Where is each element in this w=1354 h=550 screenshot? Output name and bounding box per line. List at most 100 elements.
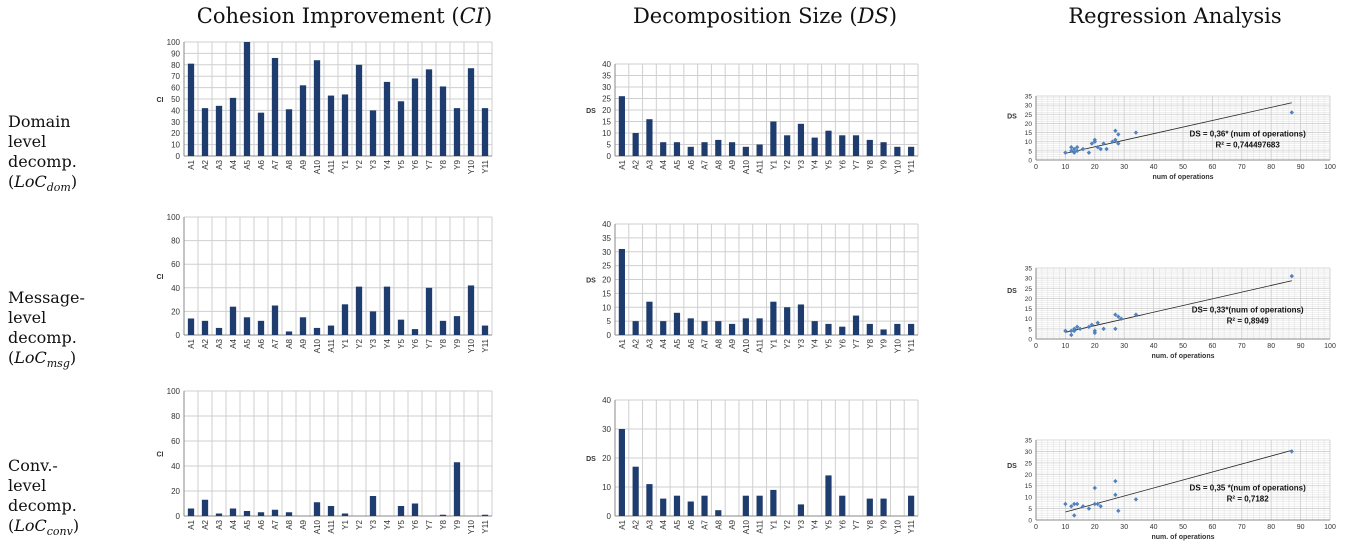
x-tick-label: A10	[313, 338, 322, 353]
y-tick-label: 5	[607, 317, 612, 326]
y-tick-label: 15	[1025, 483, 1033, 490]
x-tick-label: Y11	[907, 159, 916, 173]
y-tick-label: 100	[167, 387, 181, 396]
x-tick-label: Y6	[411, 338, 420, 348]
bar	[852, 315, 860, 335]
x-tick-label: A6	[687, 159, 696, 169]
x-tick-label: Y1	[341, 159, 350, 169]
bar	[770, 489, 777, 516]
bar	[243, 317, 251, 335]
data-point	[1089, 322, 1095, 327]
bar	[257, 320, 265, 335]
x-tick-label: A5	[243, 159, 252, 169]
bar	[411, 503, 419, 516]
loc-base: LoC	[14, 516, 47, 535]
bar	[701, 495, 708, 516]
bar	[715, 510, 722, 516]
y-tick-label: 60	[171, 84, 180, 93]
x-tick-label: A4	[659, 519, 668, 529]
data-point	[1063, 501, 1068, 507]
x-tick-label: 80	[1267, 164, 1275, 171]
bar	[327, 95, 335, 156]
y-tick-label: 50	[171, 95, 180, 104]
x-tick-label: A9	[299, 159, 308, 169]
bar	[880, 498, 887, 516]
y-tick-label: 10	[602, 483, 611, 492]
y-tick-label: 40	[171, 462, 180, 471]
y-tick-label: 30	[1025, 103, 1033, 110]
bar	[880, 329, 887, 335]
x-tick-label: 30	[1120, 164, 1128, 171]
data-point	[1098, 146, 1103, 152]
bar	[313, 60, 321, 156]
x-tick-label: Y8	[439, 159, 448, 169]
bar	[201, 108, 209, 156]
bar	[632, 321, 639, 335]
x-tick-label: Y1	[341, 519, 350, 529]
bar	[866, 139, 873, 156]
y-tick-label: 80	[171, 237, 180, 246]
regression-equation: DS= 0,33*(num of operations)	[1192, 306, 1304, 315]
bar	[369, 496, 377, 516]
y-axis-label: DS	[586, 108, 596, 115]
bar	[908, 495, 915, 516]
x-tick-label: Y8	[439, 338, 448, 348]
x-tick-label: Y8	[866, 338, 875, 348]
x-tick-label: Y7	[425, 159, 434, 169]
y-tick-label: 40	[602, 396, 611, 405]
y-tick-label: 35	[1025, 266, 1033, 273]
bar	[632, 466, 639, 516]
data-point	[1104, 146, 1109, 152]
y-tick-label: 0	[607, 512, 612, 521]
x-tick-label: A7	[701, 519, 710, 529]
header-reg: Regression Analysis	[1010, 4, 1340, 28]
x-tick-label: 40	[1150, 164, 1158, 171]
x-tick-label: A1	[618, 159, 627, 169]
bar	[467, 68, 475, 156]
y-tick-label: 20	[1025, 121, 1033, 128]
x-tick-label: 70	[1238, 524, 1246, 531]
y-tick-label: 35	[1025, 94, 1033, 101]
x-tick-label: A8	[285, 519, 294, 529]
bar	[383, 286, 391, 335]
x-tick-label: 70	[1238, 164, 1246, 171]
data-point	[1069, 504, 1074, 509]
data-point	[1095, 320, 1100, 325]
y-tick-label: 10	[171, 141, 180, 150]
x-tick-label: A7	[271, 338, 280, 348]
row-label-line: level	[8, 476, 47, 495]
y-tick-label: 15	[1025, 306, 1033, 313]
x-tick-label: 60	[1209, 164, 1217, 171]
x-tick-label: Y9	[880, 338, 889, 348]
data-point	[1089, 141, 1095, 146]
x-tick-label: 40	[1150, 524, 1158, 531]
x-tick-label: Y5	[824, 519, 833, 529]
loc-sub: dom	[46, 181, 71, 195]
x-tick-label: A11	[756, 338, 765, 352]
x-tick-label: A5	[243, 338, 252, 348]
loc-sub: conv	[46, 525, 73, 539]
y-tick-label: 70	[171, 72, 180, 81]
y-axis-label: DS	[1007, 288, 1017, 295]
bar	[187, 318, 195, 335]
x-axis-label: num. of operations	[1152, 534, 1215, 541]
x-tick-label: A5	[673, 519, 682, 529]
x-tick-label: 0	[1034, 164, 1038, 171]
bar	[811, 321, 818, 335]
x-tick-label: 30	[1120, 524, 1128, 531]
bar	[825, 130, 832, 156]
bar	[299, 317, 307, 335]
x-tick-label: A9	[299, 338, 308, 348]
header-ci-symbol: CI	[459, 4, 484, 28]
bar	[257, 512, 265, 516]
y-axis-label: DS	[586, 278, 596, 285]
row-label-loc: (LoCmsg)	[8, 348, 77, 371]
bar	[187, 63, 195, 156]
bar	[257, 112, 265, 156]
x-tick-label: Y11	[481, 159, 490, 173]
x-tick-label: A2	[632, 519, 641, 529]
header-ci-close: )	[483, 4, 493, 28]
y-tick-label: 5	[1028, 326, 1032, 333]
y-tick-label: 0	[176, 152, 181, 161]
bar	[687, 146, 694, 156]
